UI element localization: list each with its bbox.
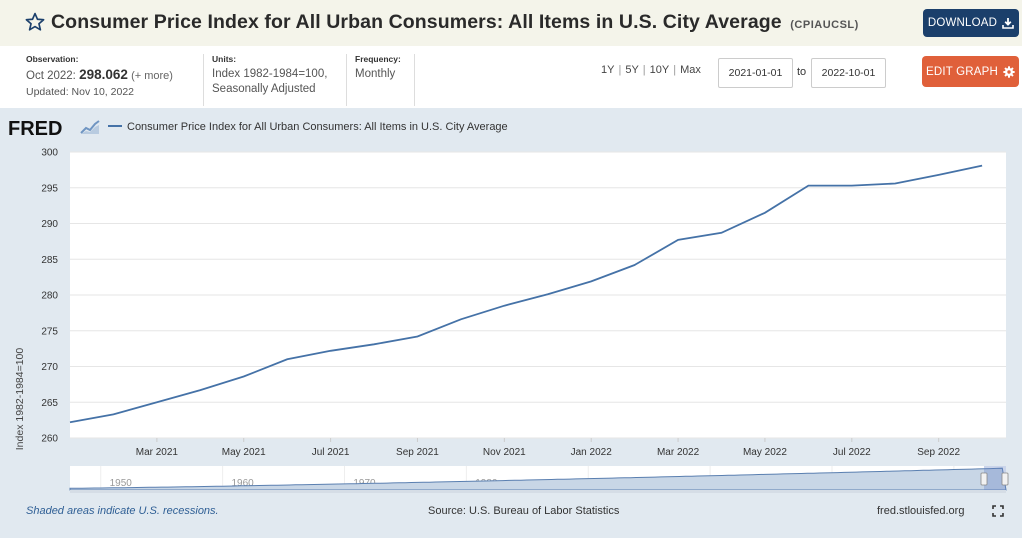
y-tick-label: 295 (41, 183, 58, 194)
navigator-selection[interactable] (984, 466, 1006, 490)
x-axis: Mar 2021 May 2021 Jul 2021 Sep 2021 Nov 2021… (136, 438, 961, 458)
series-id: (CPIAUCSL) (790, 19, 859, 31)
units-label: Units: (212, 54, 237, 64)
frequency-block: Frequency: Monthly (355, 54, 425, 104)
navigator-handle-left[interactable] (980, 472, 988, 486)
x-tick-label: Jan 2022 (571, 447, 613, 458)
observation-line: Oct 2022: 298.062 (+ more) (26, 67, 206, 84)
range-10y[interactable]: 10Y (649, 64, 670, 76)
units-value: Index 1982-1984=100, Seasonally Adjusted (212, 67, 347, 97)
fullscreen-icon[interactable] (992, 505, 1004, 517)
x-tick-label: Sep 2022 (917, 447, 960, 458)
x-tick-label: Mar 2021 (136, 447, 179, 458)
observation-more-link[interactable]: (+ more) (131, 70, 173, 82)
gridlines (70, 151, 1006, 439)
frequency-value: Monthly (355, 68, 396, 80)
star-icon[interactable] (24, 11, 46, 33)
y-tick-label: 290 (41, 219, 58, 230)
navigator-area (69, 467, 1007, 491)
frequency-label: Frequency: (355, 54, 401, 64)
y-tick-label: 265 (41, 398, 58, 409)
gear-icon (1003, 65, 1015, 78)
title-bar: Consumer Price Index for All Urban Consu… (0, 0, 1022, 46)
end-date-input[interactable]: 2022-10-01 (811, 58, 886, 88)
start-date-input[interactable]: 2021-01-01 (718, 58, 793, 88)
x-tick-label: Mar 2022 (657, 447, 700, 458)
observation-label: Observation: (26, 54, 79, 64)
fred-logo: FRED (8, 118, 100, 140)
divider (346, 54, 347, 106)
legend-label: Consumer Price Index for All Urban Consu… (127, 121, 508, 133)
to-label: to (797, 66, 807, 78)
navigator-handle-right[interactable] (1001, 472, 1009, 486)
navigator-tick-label: 1960 (232, 478, 255, 489)
divider (414, 54, 415, 106)
download-icon (1002, 18, 1014, 29)
y-axis: 260 265 270 275 280 285 290 295 300 (41, 148, 58, 445)
series-title: Consumer Price Index for All Urban Consu… (51, 11, 859, 34)
y-tick-label: 275 (41, 326, 58, 337)
y-tick-label: 285 (41, 255, 58, 266)
units-block: Units: Index 1982-1984=100, Seasonally A… (212, 54, 347, 104)
observation-period: Oct 2022: (26, 70, 76, 82)
chart-svg: FRED Consumer Price Index for All Urban … (8, 118, 1009, 493)
range-selector: 1Y | 5Y | 10Y | Max (601, 64, 701, 76)
y-axis-title: Index 1982-1984=100 (14, 348, 26, 451)
x-tick-label: May 2021 (222, 447, 266, 458)
series-title-text: Consumer Price Index for All Urban Consu… (51, 11, 782, 33)
navigator-tick-label: 1950 (110, 478, 133, 489)
x-tick-label: Sep 2021 (396, 447, 439, 458)
y-tick-label: 260 (41, 434, 58, 445)
download-label: DOWNLOAD (927, 17, 998, 29)
series-info: Observation: Oct 2022: 298.062 (+ more) … (0, 46, 1022, 108)
range-5y[interactable]: 5Y (625, 64, 639, 76)
y-tick-label: 270 (41, 362, 58, 373)
observation-value: 298.062 (79, 67, 128, 82)
x-tick-label: Jul 2021 (312, 447, 350, 458)
y-tick-label: 280 (41, 291, 58, 302)
divider (203, 54, 204, 106)
recession-note: Shaded areas indicate U.S. recessions. (26, 505, 219, 517)
chart-container: FRED Consumer Price Index for All Urban … (0, 108, 1022, 538)
navigator-scrollbar[interactable] (70, 490, 1006, 493)
source-label: Source: U.S. Bureau of Labor Statistics (428, 505, 620, 517)
observation-block: Observation: Oct 2022: 298.062 (+ more) … (26, 54, 206, 104)
download-button[interactable]: DOWNLOAD (923, 9, 1019, 37)
edit-graph-button[interactable]: EDIT GRAPH (922, 56, 1019, 87)
site-link[interactable]: fred.stlouisfed.org (877, 505, 965, 517)
fred-logo-text: FRED (8, 118, 62, 140)
updated-date: Updated: Nov 10, 2022 (26, 86, 134, 98)
x-tick-label: Nov 2021 (483, 447, 526, 458)
y-tick-label: 300 (41, 148, 58, 159)
series-line (69, 164, 983, 424)
edit-graph-label: EDIT GRAPH (925, 65, 999, 78)
x-tick-label: Jul 2022 (833, 447, 871, 458)
units-line: Index 1982-1984=100, (212, 68, 328, 80)
x-tick-label: May 2022 (743, 447, 787, 458)
range-1y[interactable]: 1Y (601, 64, 615, 76)
units-line: Seasonally Adjusted (212, 83, 316, 95)
range-max[interactable]: Max (680, 64, 701, 76)
